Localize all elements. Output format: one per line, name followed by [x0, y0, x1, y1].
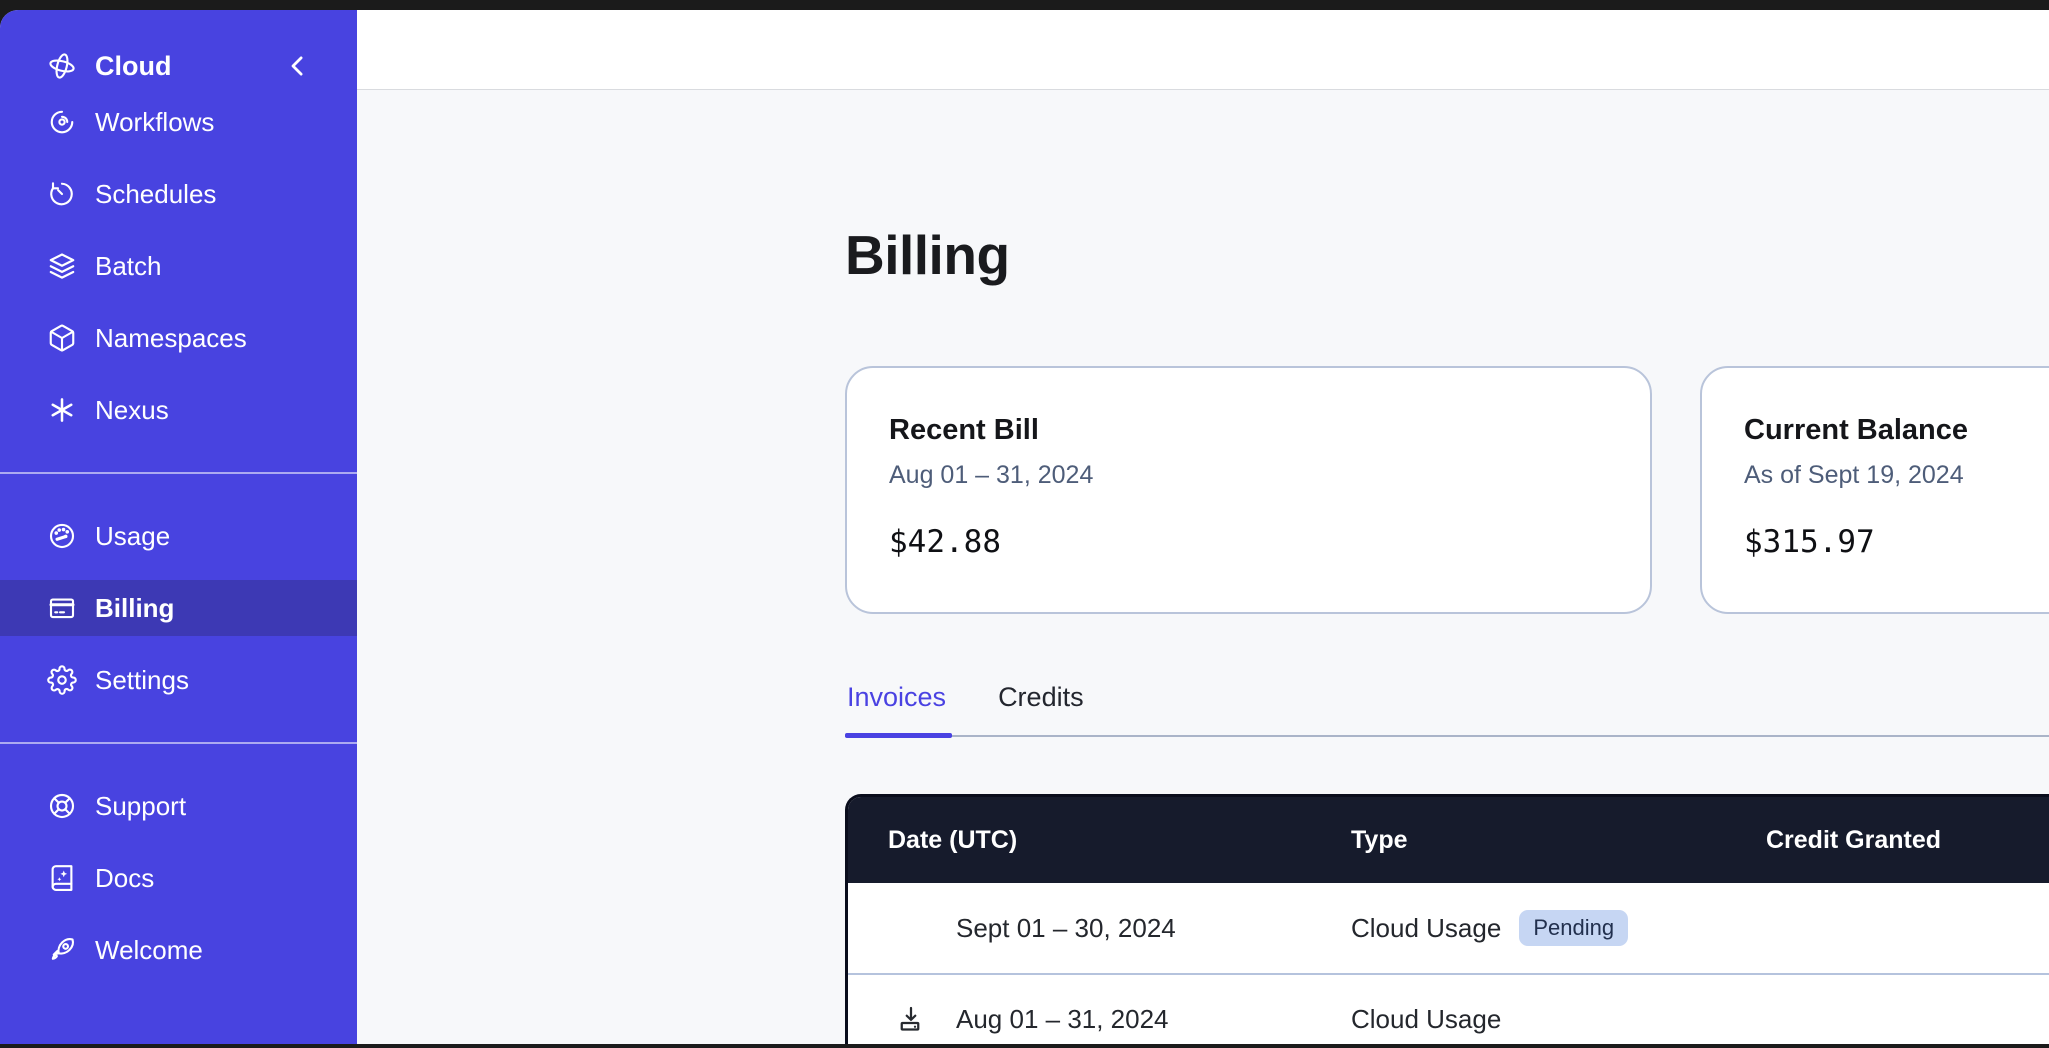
download-slot-empty	[896, 913, 926, 943]
card-subtitle: As of Sept 19, 2024	[1744, 461, 1964, 489]
collapse-sidebar-button[interactable]	[283, 51, 313, 81]
sidebar-item-namespaces[interactable]: Namespaces	[0, 310, 357, 366]
brand-label: Cloud	[95, 50, 172, 81]
sidebar-item-nexus[interactable]: Nexus	[0, 382, 357, 438]
usage-icon	[47, 521, 77, 551]
invoice-date: Aug 01 – 31, 2024	[956, 1003, 1169, 1034]
app-window: Cloud Workflows	[0, 10, 2049, 1044]
namespaces-icon	[47, 323, 77, 353]
column-header-credit-granted: Credit Granted	[1766, 825, 1942, 854]
date-cell: Sept 01 – 30, 2024	[888, 913, 1351, 944]
card-amount: $42.88	[889, 524, 1001, 560]
download-invoice-button[interactable]	[896, 1004, 926, 1034]
card-amount: $315.97	[1744, 524, 1875, 560]
invoices-table: Date (UTC) Type Credit Granted Sept 01 –…	[845, 794, 2049, 1044]
status-badge: Pending	[1519, 910, 1629, 946]
tab-credits[interactable]: Credits	[998, 682, 1084, 712]
card-subtitle: Aug 01 – 31, 2024	[889, 461, 1094, 489]
sidebar-header: Cloud	[0, 38, 357, 94]
tab-bar: Invoices Credits	[845, 682, 2049, 738]
table-row: Sept 01 – 30, 2024 Cloud Usage Pending	[848, 883, 2049, 973]
sidebar-divider	[0, 472, 357, 474]
date-cell: Aug 01 – 31, 2024	[888, 1004, 1351, 1035]
table-row: Aug 01 – 31, 2024 Cloud Usage	[848, 973, 2049, 1044]
sidebar-item-docs[interactable]: Docs	[0, 850, 357, 906]
column-header-date: Date (UTC)	[888, 825, 1018, 854]
sidebar-item-batch[interactable]: Batch	[0, 238, 357, 294]
gear-icon	[47, 665, 77, 695]
summary-cards: Recent Bill Aug 01 – 31, 2024 $42.88 Cur…	[845, 366, 2049, 614]
sidebar-divider	[0, 742, 357, 744]
page-title: Billing	[845, 224, 1010, 286]
invoice-type: Cloud Usage	[1351, 1003, 1502, 1034]
tab-invoices[interactable]: Invoices	[845, 682, 953, 738]
invoice-type: Cloud Usage	[1351, 912, 1502, 943]
sidebar: Cloud Workflows	[0, 10, 357, 1044]
current-balance-card: Current Balance As of Sept 19, 2024 $315…	[1700, 366, 2049, 614]
column-header-type: Type	[1351, 825, 1408, 854]
type-cell: Cloud Usage Pending	[1351, 910, 1766, 946]
workflows-icon	[47, 107, 77, 137]
rocket-icon	[47, 935, 77, 965]
sidebar-item-settings[interactable]: Settings	[0, 652, 357, 708]
sidebar-item-welcome[interactable]: Welcome	[0, 922, 357, 978]
table-header: Date (UTC) Type Credit Granted	[848, 797, 2049, 883]
sidebar-item-usage[interactable]: Usage	[0, 508, 357, 564]
download-icon	[900, 1006, 920, 1031]
batch-icon	[47, 251, 77, 281]
billing-page: Billing Recent Bill Aug 01 – 31, 2024 $4…	[357, 90, 2049, 1044]
sidebar-nav: Workflows Schedules Batch	[0, 94, 357, 994]
recent-bill-card: Recent Bill Aug 01 – 31, 2024 $42.88	[845, 366, 1652, 614]
nexus-icon	[47, 395, 77, 425]
main-area: Billing Recent Bill Aug 01 – 31, 2024 $4…	[357, 10, 2049, 1044]
life-buoy-icon	[47, 791, 77, 821]
invoice-date: Sept 01 – 30, 2024	[956, 912, 1176, 943]
sidebar-item-support[interactable]: Support	[0, 778, 357, 834]
docs-book-icon	[47, 863, 77, 893]
card-title: Recent Bill	[889, 414, 1039, 446]
type-cell: Cloud Usage	[1351, 1004, 1766, 1035]
schedules-icon	[47, 179, 77, 209]
temporal-logo-icon	[47, 51, 77, 81]
top-bar	[357, 10, 2049, 90]
billing-icon	[47, 593, 77, 623]
card-title: Current Balance	[1744, 414, 1969, 446]
sidebar-item-billing[interactable]: Billing	[0, 580, 357, 636]
sidebar-item-workflows[interactable]: Workflows	[0, 94, 357, 150]
sidebar-item-schedules[interactable]: Schedules	[0, 166, 357, 222]
